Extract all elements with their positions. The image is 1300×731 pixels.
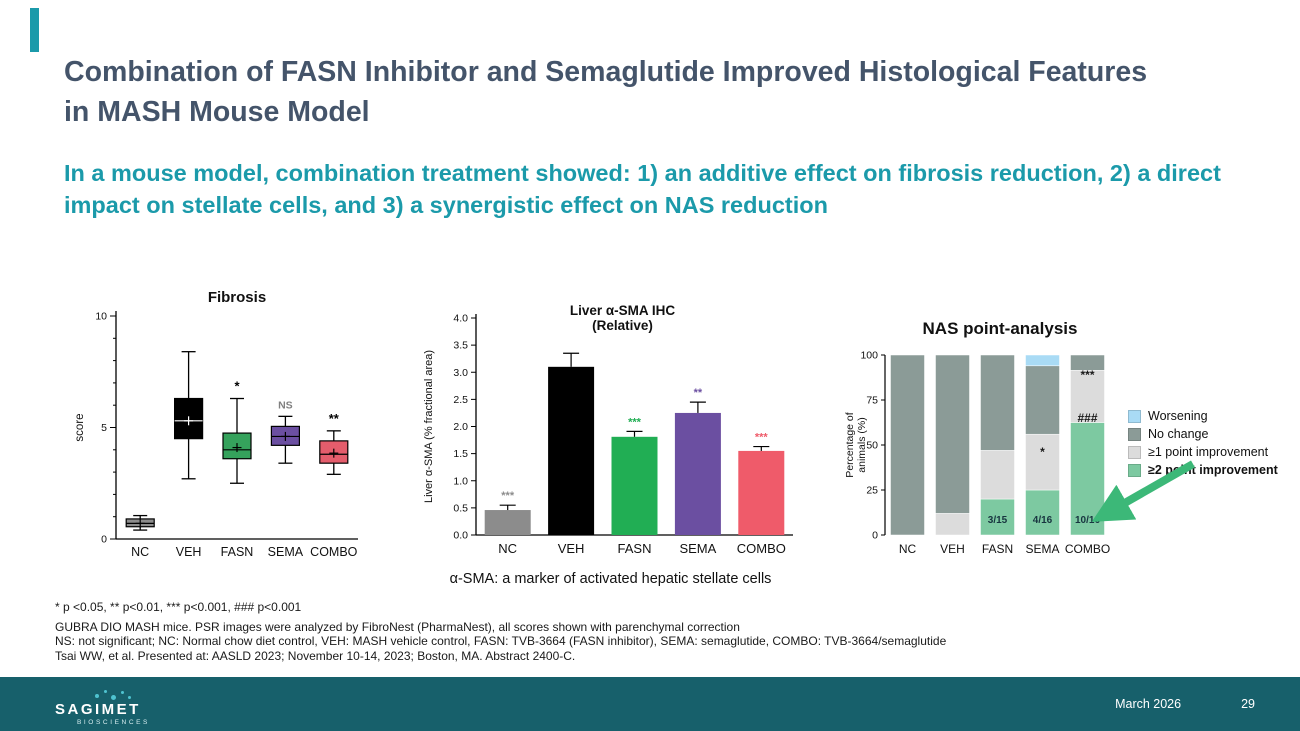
legend-swatch	[1128, 427, 1141, 441]
svg-text:Fibrosis: Fibrosis	[208, 289, 266, 306]
svg-text:*: *	[1040, 445, 1045, 459]
logo-dots-icon	[55, 689, 150, 701]
svg-text:1.0: 1.0	[453, 475, 468, 487]
page-title: Combination of FASN Inhibitor and Semagl…	[64, 56, 1148, 129]
svg-text:SEMA: SEMA	[268, 545, 304, 559]
accent-bar	[30, 8, 39, 52]
legend-swatch	[1128, 445, 1141, 459]
svg-text:VEH: VEH	[176, 545, 202, 559]
svg-text:Liver α-SMA IHC: Liver α-SMA IHC	[570, 303, 676, 318]
sagimet-logo: SAGIMET BIOSCIENCES	[55, 683, 150, 726]
svg-text:50: 50	[866, 440, 878, 452]
svg-text:COMBO: COMBO	[1065, 542, 1110, 556]
svg-text:FASN: FASN	[221, 545, 254, 559]
footnote-methods: GUBRA DIO MASH mice. PSR images were ana…	[55, 619, 740, 634]
svg-text:75: 75	[866, 395, 878, 407]
footnotes: * p <0.05, ** p<0.01, *** p<0.001, ### p…	[55, 600, 946, 663]
asma-chart: Liver α-SMA IHC (Relative) 0.0 0.5 1.0 1.5 2.0…	[418, 300, 803, 587]
svg-text:NC: NC	[899, 542, 917, 556]
footnote-abbreviations: NS: not significant; NC: Normal chow die…	[55, 634, 947, 648]
svg-text:SEMA: SEMA	[1025, 542, 1059, 556]
asma-caption: α-SMA: a marker of activated hepatic ste…	[449, 571, 772, 587]
fibrosis-chart: Fibrosis 0 5 10 score NC VEH * FASN NS SEMA ** COMBO	[70, 286, 370, 569]
svg-text:animals (%): animals (%)	[856, 417, 868, 472]
svg-text:COMBO: COMBO	[737, 541, 786, 556]
svg-text:5: 5	[101, 422, 107, 434]
slide-subtitle: In a mouse model, combination treatment …	[64, 160, 1221, 218]
legend-swatch	[1128, 409, 1141, 423]
nas-stacked-bar-svg: NAS point-analysis 0 25 50 75 100 Percentage o…	[844, 319, 1110, 556]
svg-text:***: ***	[1080, 368, 1094, 382]
svg-text:###: ###	[1077, 411, 1097, 425]
svg-text:NAS point-analysis: NAS point-analysis	[923, 319, 1078, 338]
fibrosis-boxplot-svg: Fibrosis 0 5 10 score NC VEH * FASN NS SEMA ** COMBO	[74, 289, 358, 559]
svg-text:***: ***	[755, 432, 769, 444]
svg-text:(Relative): (Relative)	[592, 318, 653, 333]
svg-text:3.0: 3.0	[453, 367, 468, 379]
svg-text:2.0: 2.0	[453, 421, 468, 433]
nas-chart: NAS point-analysis 0 25 50 75 100 Percentage o…	[844, 312, 1300, 577]
svg-text:Percentage of: Percentage of	[845, 412, 856, 477]
svg-text:Liver α-SMA (% fractional area: Liver α-SMA (% fractional area)	[423, 350, 435, 503]
svg-text:0: 0	[872, 530, 878, 542]
svg-text:SEMA: SEMA	[679, 541, 716, 556]
logo-subtext: BIOSCIENCES	[76, 718, 150, 726]
legend-swatch	[1128, 463, 1141, 477]
svg-text:1.5: 1.5	[453, 448, 468, 460]
improvement-arrow-icon	[1091, 460, 1195, 522]
footnote-citation: Tsai WW, et al. Presented at: AASLD 2023…	[55, 648, 576, 663]
svg-text:**: **	[329, 411, 340, 426]
svg-text:0.0: 0.0	[453, 530, 468, 542]
svg-text:25: 25	[866, 485, 878, 497]
svg-text:VEH: VEH	[940, 542, 965, 556]
svg-text:***: ***	[501, 490, 515, 502]
asma-bar-chart-svg: Liver α-SMA IHC(Relative) 0.0 0.5 1.0 1.5 2.0…	[423, 303, 793, 556]
footer-right: March 2026 29	[1115, 697, 1255, 711]
footer-date: March 2026	[1115, 697, 1182, 711]
footnote-significance: * p <0.05, ** p<0.01, *** p<0.001, ### p…	[55, 600, 302, 614]
legend-label: No change	[1148, 427, 1209, 441]
svg-text:*: *	[234, 379, 240, 394]
logo-text: SAGIMET	[55, 700, 141, 718]
svg-text:3.5: 3.5	[453, 340, 468, 352]
legend-item-0: Worsening	[1128, 409, 1278, 423]
svg-text:4/16: 4/16	[1033, 515, 1053, 526]
svg-text:10: 10	[95, 311, 107, 323]
footer-bar: SAGIMET BIOSCIENCES March 2026 29	[0, 677, 1300, 731]
svg-text:0.5: 0.5	[453, 502, 468, 514]
nas-legend: Worsening No change ≥1 point improvement ≥2…	[1128, 409, 1278, 481]
legend-item-2: ≥1 point improvement	[1128, 445, 1278, 459]
legend-item-1: No change	[1128, 427, 1278, 441]
svg-text:NC: NC	[131, 545, 149, 559]
svg-text:4.0: 4.0	[453, 313, 468, 325]
svg-text:COMBO: COMBO	[310, 545, 358, 559]
legend-label: Worsening	[1148, 409, 1208, 423]
svg-text:FASN: FASN	[618, 541, 652, 556]
svg-text:***: ***	[628, 416, 642, 428]
svg-text:100: 100	[860, 350, 878, 362]
svg-text:VEH: VEH	[558, 541, 585, 556]
svg-text:score: score	[74, 413, 86, 441]
svg-text:10/16: 10/16	[1075, 515, 1100, 526]
svg-text:FASN: FASN	[982, 542, 1013, 556]
svg-text:0: 0	[101, 534, 107, 546]
svg-text:3/15: 3/15	[988, 515, 1008, 526]
svg-text:**: **	[694, 387, 703, 399]
svg-text:2.5: 2.5	[453, 394, 468, 406]
page-number: 29	[1241, 697, 1255, 711]
svg-text:NC: NC	[498, 541, 517, 556]
svg-text:NS: NS	[278, 399, 293, 411]
legend-label: ≥1 point improvement	[1148, 445, 1269, 459]
